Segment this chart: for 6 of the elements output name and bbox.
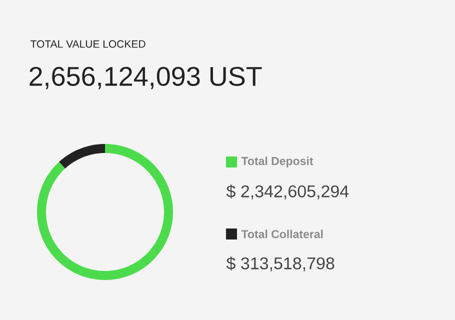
data-label: $ 2,342,605,294: [226, 184, 349, 200]
chart-subtitle: 2,656,124,093 UST: [30, 66, 262, 90]
chart-title: TOTAL VALUE LOCKED: [30, 40, 146, 48]
legend-label: Total Collateral: [241, 230, 323, 238]
legend-label: Total Deposit: [241, 156, 314, 168]
data-label: $ 313,518,798: [226, 256, 334, 272]
